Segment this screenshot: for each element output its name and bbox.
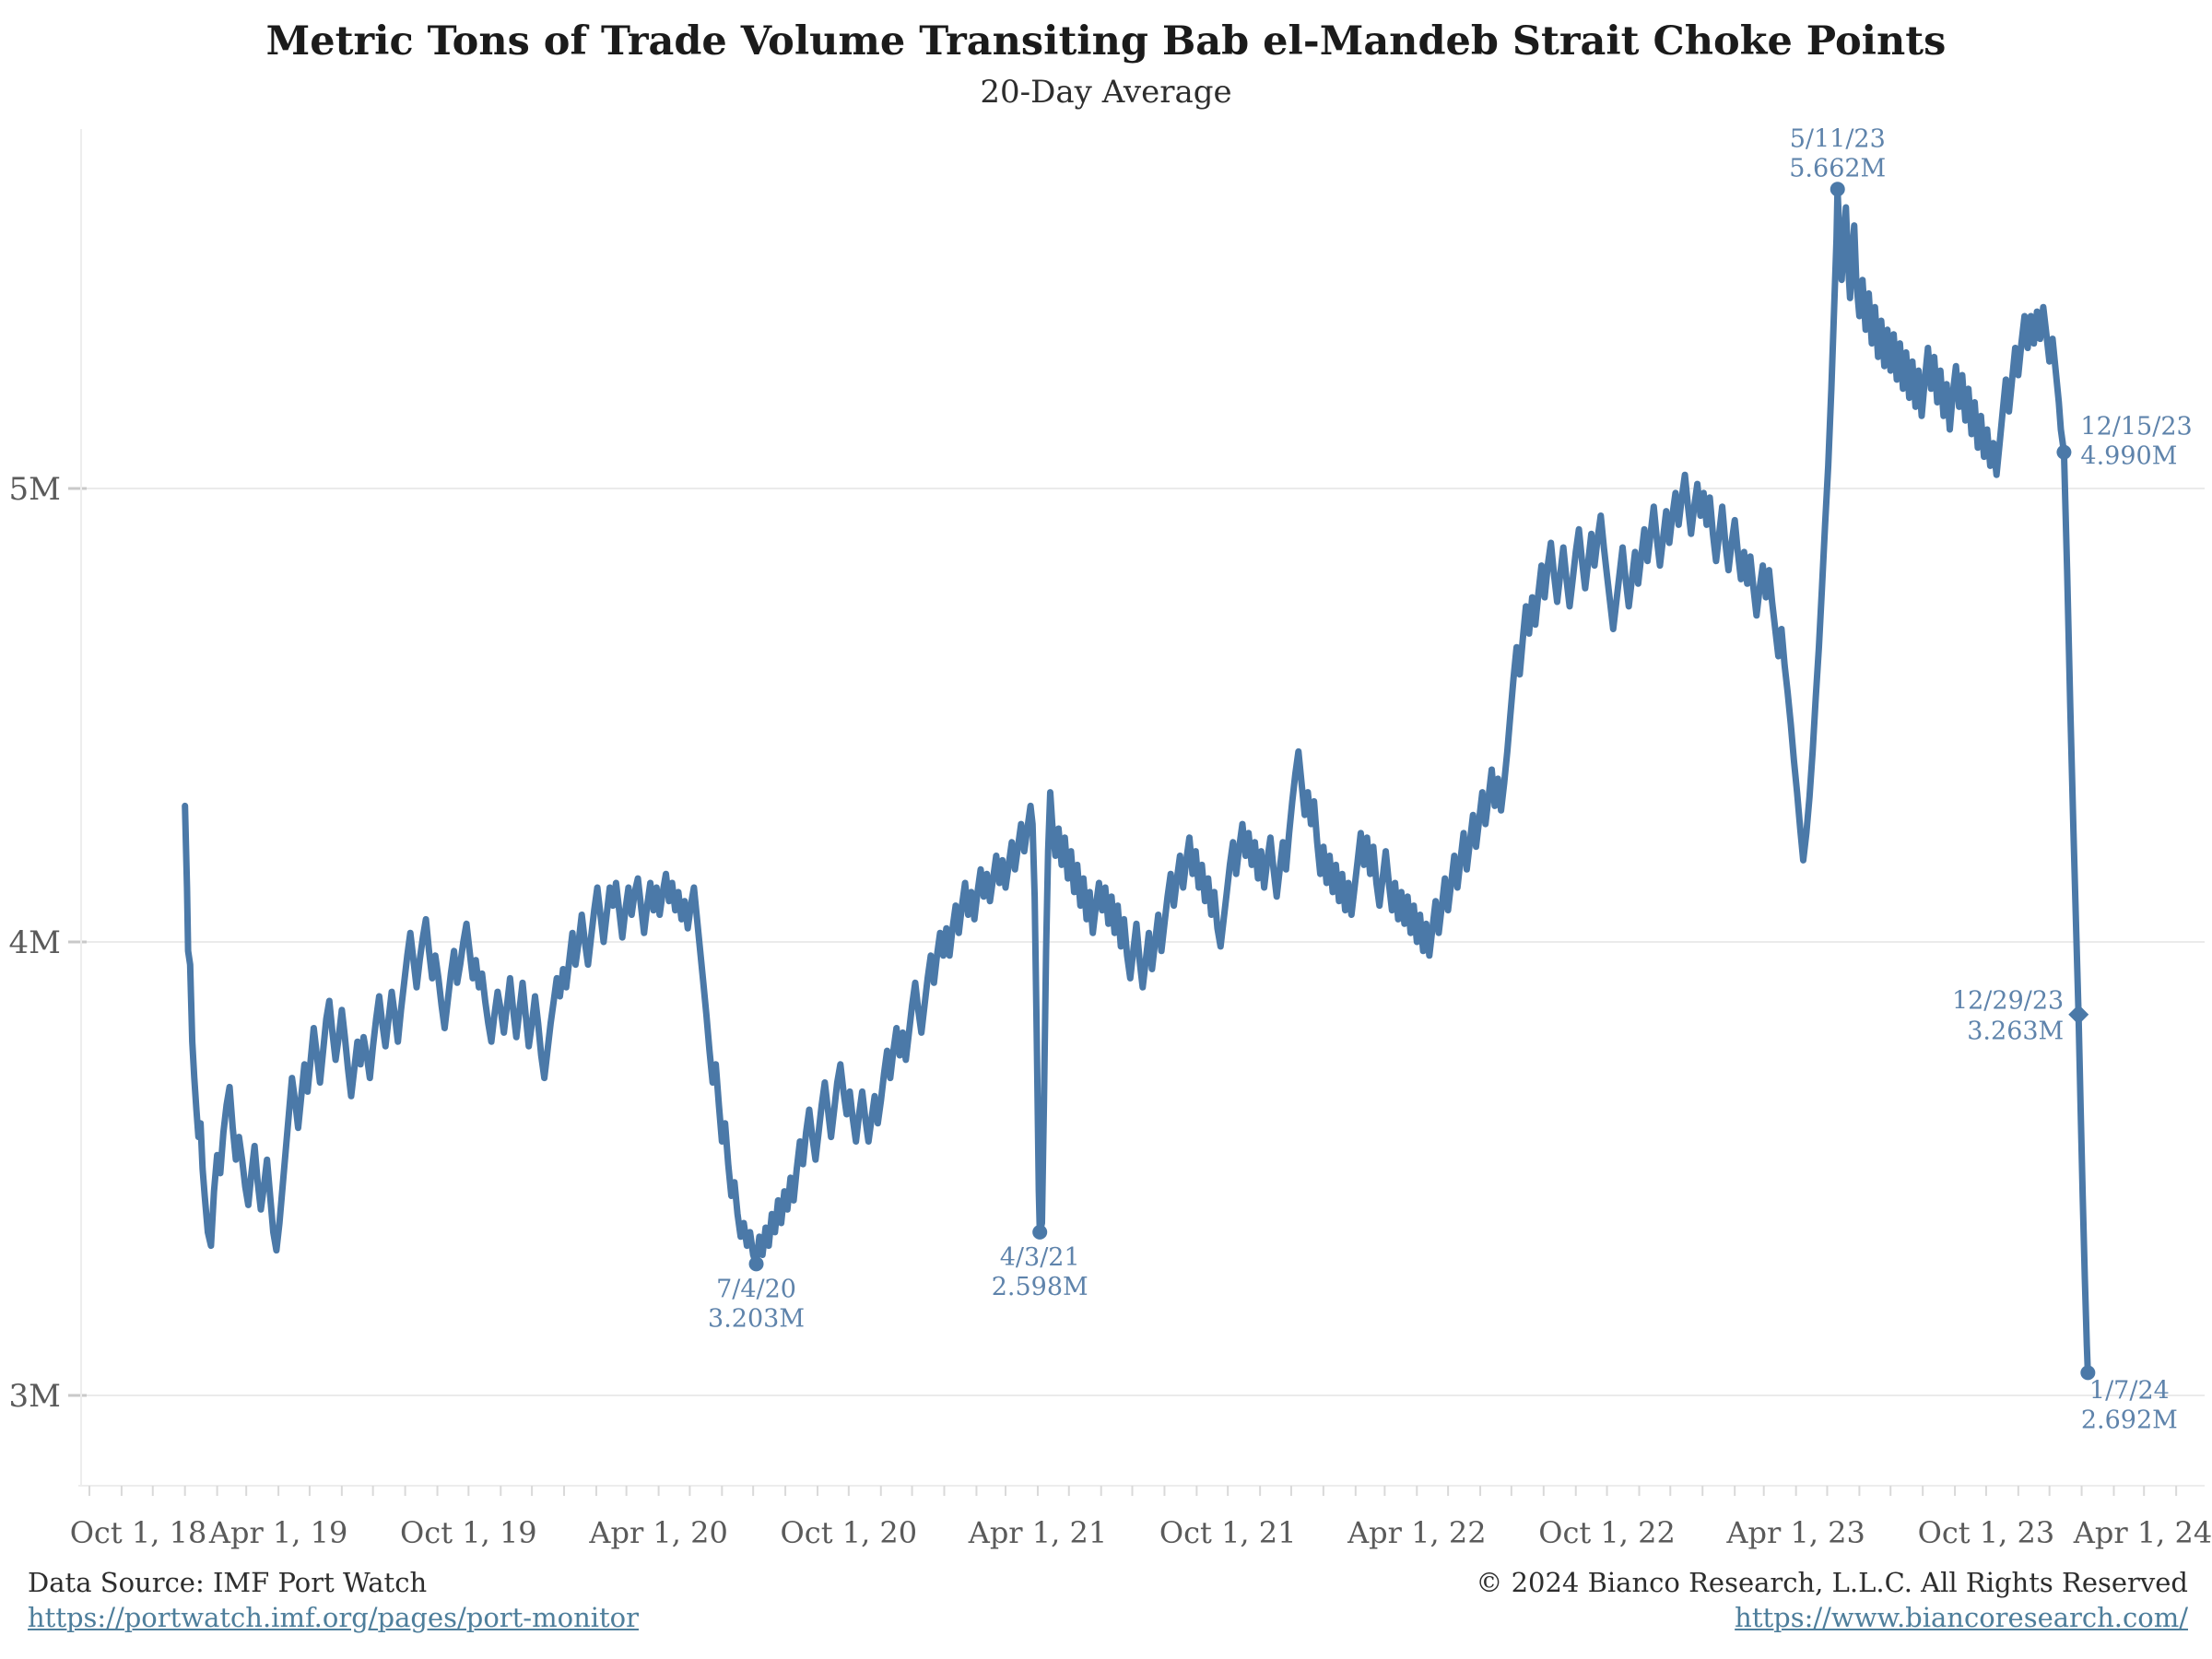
annotation-marker-diamond-12/29/23 [2068, 1004, 2089, 1025]
annotation-marker-5/11/23 [1830, 182, 1845, 197]
x-tick-label-apr-1-19: Apr 1, 19 [208, 1515, 347, 1550]
annotation-label-12/15/23-date: 12/15/23 [2080, 413, 2192, 441]
x-tick-label-apr-1-20: Apr 1, 20 [588, 1515, 727, 1550]
y-tick-label-5M: 5M [9, 471, 61, 508]
footer-data-source: Data Source: IMF Port Watch https://port… [28, 1565, 639, 1635]
annotation-marker-12/15/23 [2056, 444, 2072, 460]
annotation-marker-4/3/21 [1032, 1224, 1048, 1240]
x-tick-label-apr-1-24: Apr 1, 24 [2073, 1515, 2212, 1550]
bianco-site-link[interactable]: https://www.biancoresearch.com/ [1735, 1602, 2188, 1633]
annotation-label-5/11/23-date: 5/11/23 [1790, 124, 1886, 153]
y-tick-label-3M: 3M [9, 1378, 61, 1415]
annotation-label-5/11/23-value: 5.662M [1789, 154, 1886, 182]
line-series-path [182, 185, 2091, 1376]
annotation-marker-1/7/24 [2080, 1365, 2096, 1381]
annotation-label-7/4/20-value: 3.203M [708, 1304, 805, 1333]
copyright-text: © 2024 Bianco Research, L.L.C. All Right… [1476, 1567, 2188, 1598]
x-tick-label-oct-1-20: Oct 1, 20 [781, 1515, 918, 1550]
x-tick-label-oct-1-18: Oct 1, 18 [70, 1515, 207, 1550]
x-tick-label-oct-1-19: Oct 1, 19 [400, 1515, 537, 1550]
annotation-label-4/3/21-value: 2.598M [992, 1273, 1088, 1301]
x-tick-label-oct-1-21: Oct 1, 21 [1159, 1515, 1297, 1550]
x-tick-label-apr-1-21: Apr 1, 21 [968, 1515, 1107, 1550]
annotation-label-12/15/23-value: 4.990M [2080, 442, 2177, 471]
x-tick-label-apr-1-23: Apr 1, 23 [1725, 1515, 1865, 1550]
annotation-label-12/29/23-value: 3.263M [1967, 1018, 2064, 1046]
annotation-label-12/29/23-date: 12/29/23 [1952, 987, 2064, 1016]
y-tick-label-4M: 4M [9, 924, 61, 961]
annotation-marker-7/4/20 [748, 1256, 764, 1272]
annotation-label-1/7/24-value: 2.692M [2081, 1406, 2178, 1434]
annotation-label-4/3/21-date: 4/3/21 [1000, 1243, 1080, 1272]
chart-title: Metric Tons of Trade Volume Transiting B… [265, 18, 1947, 65]
data-source-link[interactable]: https://portwatch.imf.org/pages/port-mon… [28, 1602, 639, 1633]
annotation-label-7/4/20-date: 7/4/20 [716, 1275, 796, 1303]
x-tick-label-oct-1-23: Oct 1, 23 [1918, 1515, 2055, 1550]
footer-copyright: © 2024 Bianco Research, L.L.C. All Right… [1476, 1565, 2188, 1635]
data-source-label: Data Source: IMF Port Watch [28, 1567, 428, 1598]
annotation-label-1/7/24-date: 1/7/24 [2089, 1376, 2170, 1405]
x-tick-label-oct-1-22: Oct 1, 22 [1538, 1515, 1676, 1550]
x-tick-label-apr-1-22: Apr 1, 22 [1347, 1515, 1486, 1550]
chart-subtitle: 20-Day Average [980, 74, 1232, 111]
